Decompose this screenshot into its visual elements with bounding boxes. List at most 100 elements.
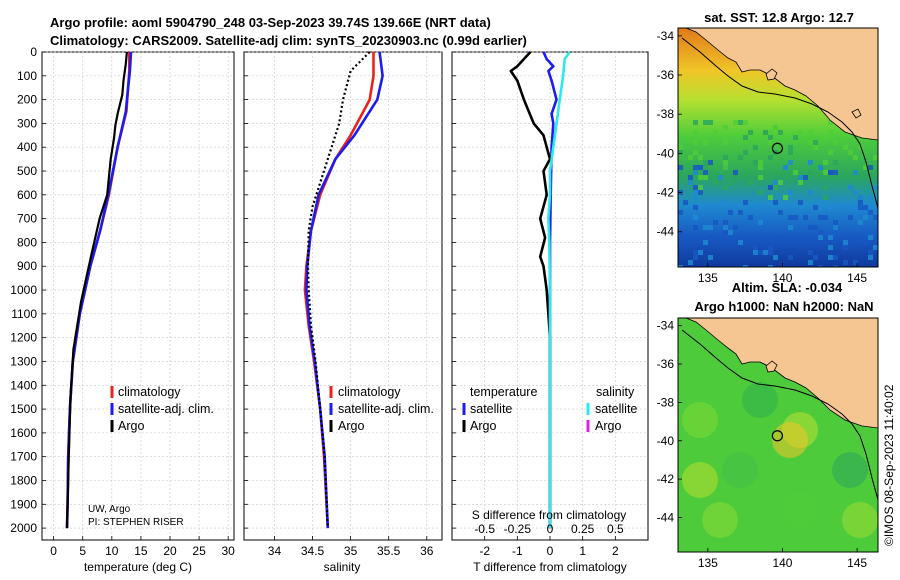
x-tick-label: -2 (479, 544, 490, 558)
sst-pixel (833, 265, 838, 267)
sst-pixel (803, 175, 808, 180)
sst-pixel (773, 200, 778, 205)
sst-pixel (818, 230, 823, 235)
s-tick-label: 0 (547, 522, 554, 536)
sst-pixel (753, 250, 758, 255)
sst-pixel (873, 245, 878, 250)
sst-pixel (693, 165, 698, 170)
sst-pixel (703, 240, 708, 245)
legend-satellite-adj: satellite-adj. clim. (118, 402, 214, 416)
sst-pixel (813, 145, 818, 150)
island-shape (765, 68, 778, 81)
sst-pixel (823, 160, 828, 165)
sst-pixel (828, 245, 833, 250)
sst-pixel (703, 165, 708, 170)
difference-profile-panel: -2 -1 0 1 2 T difference from climatology S … (451, 51, 649, 574)
sst-pixel (743, 150, 748, 155)
sst-pixel (693, 190, 698, 195)
sst-pixel (678, 235, 683, 240)
map-x-tick-label: 140 (772, 271, 792, 285)
map-y-tick-label: -44 (657, 510, 675, 524)
sst-pixel (748, 180, 753, 185)
sst-pixel (858, 145, 863, 150)
y-tick-label: 1500 (10, 402, 37, 416)
sst-pixel (723, 125, 728, 130)
sst-pixel (823, 185, 828, 190)
sst-pixel (728, 210, 733, 215)
sst-pixel (833, 255, 838, 260)
sst-pixel (798, 200, 803, 205)
sst-pixel (808, 140, 813, 145)
sst-pixel (733, 170, 738, 175)
sst-pixel (823, 135, 828, 140)
legend-climatology: climatology (338, 385, 401, 399)
sst-pixel (713, 180, 718, 185)
sla-map-panel: Altim. SLA: -0.034 Argo h1000: NaN h2000… (657, 280, 879, 570)
sst-pixel (743, 135, 748, 140)
sst-map-panel: sat. SST: 12.8 Argo: 12.7 135 140 145 -34 -3… (657, 10, 879, 285)
y-tick-label: 100 (17, 69, 37, 83)
sst-pixel (723, 140, 728, 145)
map-y-tick-label: -44 (657, 225, 675, 239)
sst-pixel (818, 235, 823, 240)
sst-pixel (808, 260, 813, 265)
argo-float-marker (771, 430, 784, 442)
sst-pixel (853, 260, 858, 265)
y-tick-label: 400 (17, 140, 37, 154)
x-tick-label: 34.5 (301, 544, 325, 558)
y-tick-label: 1600 (10, 426, 37, 440)
sst-map-title: sat. SST: 12.8 Argo: 12.7 (704, 10, 854, 25)
sst-pixel (758, 220, 763, 225)
sst-pixel (848, 215, 853, 220)
sst-pixel (823, 195, 828, 200)
sst-pixel (813, 255, 818, 260)
sst-pixel (818, 165, 823, 170)
shelf-contour (681, 37, 878, 209)
map-y-tick-label: -40 (657, 434, 675, 448)
sst-pixel (693, 150, 698, 155)
sst-pixel (693, 195, 698, 200)
sst-pixel (703, 120, 708, 125)
sst-pixel (693, 170, 698, 175)
series-satellite-adj-clim (305, 51, 384, 529)
sst-pixel (723, 135, 728, 140)
sst-pixel (773, 185, 778, 190)
legend-sal-satellite: satellite (595, 402, 637, 416)
sst-pixel (833, 220, 838, 225)
x-tick-label: 36 (420, 544, 434, 558)
y-tick-label: 0 (30, 45, 37, 59)
sst-pixel (863, 165, 868, 170)
sst-pixel (813, 140, 818, 145)
y-tick-label: 1400 (10, 378, 37, 392)
sst-pixel (693, 225, 698, 230)
sst-pixel (698, 250, 703, 255)
island-shape (851, 108, 862, 119)
sst-pixel (768, 185, 773, 190)
sst-pixel (713, 130, 718, 135)
map-x-tick-label: 135 (698, 556, 718, 570)
sla-blob (782, 492, 818, 528)
x-tick-label: 15 (134, 544, 148, 558)
sst-pixel (678, 145, 683, 150)
salinity-x-axis-label: salinity (324, 560, 361, 574)
sst-pixel (828, 170, 833, 175)
legend-argo: Argo (338, 419, 364, 433)
sla-blob (772, 422, 808, 458)
sst-pixel (853, 155, 858, 160)
sst-pixel (743, 200, 748, 205)
sst-pixel (788, 225, 793, 230)
sst-pixel (808, 130, 813, 135)
sst-pixel (713, 220, 718, 225)
sst-pixel (813, 205, 818, 210)
x-tick-label: 20 (163, 544, 177, 558)
credit-pi: PI: STEPHEN RISER (88, 517, 184, 528)
sla-blob (832, 452, 868, 488)
x-tick-label: 35 (344, 544, 358, 558)
sst-pixel (843, 260, 848, 265)
series-argo (65, 51, 128, 529)
sst-pixel (683, 200, 688, 205)
sst-pixel (688, 260, 693, 265)
sst-pixel (678, 165, 683, 170)
sst-pixel (768, 195, 773, 200)
